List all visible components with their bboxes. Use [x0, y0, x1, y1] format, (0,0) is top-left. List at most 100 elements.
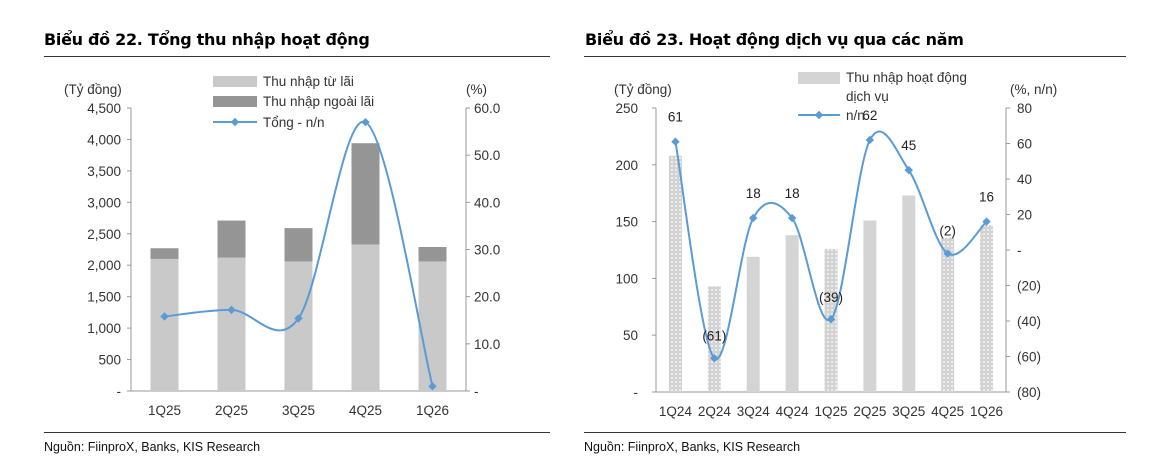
left-tick-label: 1,500: [87, 290, 121, 305]
x-tick-label: 1Q25: [814, 404, 847, 419]
left-tick-label: 4,000: [87, 132, 121, 147]
chart-title: Biểu đồ 22. Tổng thu nhập hoạt động: [44, 30, 370, 49]
line-marker: [428, 382, 437, 391]
bar-service-income: [746, 256, 760, 392]
right-axis-title: (%, n/n): [1010, 82, 1057, 97]
line-marker: [787, 213, 797, 223]
chart-panel-23: Biểu đồ 23. Hoạt động dịch vụ qua các nă…: [578, 0, 1155, 467]
chart-23-svg: 250 200 150 100 50 - 80 60 40 20 - (20) (40) (60) (80)…: [614, 70, 1057, 419]
left-tick-label: 200: [615, 158, 638, 173]
x-tick-label: 2Q25: [853, 404, 886, 419]
data-label: (2): [939, 224, 956, 239]
left-axis-title: (Tỷ đồng): [64, 82, 122, 97]
bar-noninterest: [418, 246, 447, 262]
legend-swatch-bar: [798, 72, 840, 84]
data-label: (39): [819, 290, 843, 305]
left-tick-label: 2,500: [87, 227, 121, 242]
left-tick-label: 4,500: [87, 101, 121, 116]
x-tick-label: 3Q24: [737, 404, 771, 419]
x-tick-label: 4Q24: [776, 404, 810, 419]
left-tick-label: 3,000: [87, 195, 121, 210]
x-tick-label: 3Q25: [282, 403, 315, 418]
legend-marker: [814, 110, 824, 120]
bar-interest: [351, 244, 380, 391]
right-axis-title: (%): [466, 82, 487, 97]
legend-label-line: n/n: [846, 108, 865, 123]
x-tick-label: 1Q24: [659, 404, 693, 419]
line-marker: [826, 315, 836, 324]
bar-interest: [418, 261, 447, 391]
bar-service-income: [902, 195, 916, 392]
bar-interest: [217, 257, 246, 391]
title-rule: [44, 56, 550, 57]
x-tick-label: 2Q25: [215, 403, 248, 418]
line-marker: [361, 117, 370, 127]
x-tick-label: 1Q25: [148, 403, 181, 418]
right-tick-label: 20.0: [474, 290, 500, 305]
x-tick-label: 1Q26: [970, 404, 1003, 419]
data-label: 18: [785, 186, 800, 201]
line-marker: [227, 305, 236, 315]
left-tick-label: 100: [615, 271, 638, 286]
legend-label-interest: Thu nhập từ lãi: [263, 74, 354, 89]
bar-interest: [150, 258, 179, 391]
bar-service-income: [980, 225, 994, 392]
right-tick-label: (60): [1017, 350, 1041, 365]
right-tick-label: (20): [1017, 279, 1041, 294]
data-label: 45: [901, 138, 916, 153]
source-note: Nguồn: FiinproX, Banks, KIS Research: [584, 440, 801, 454]
x-tick-label: 1Q26: [416, 403, 449, 418]
chart-title: Biểu đồ 23. Hoạt động dịch vụ qua các nă…: [585, 30, 964, 49]
line-marker: [671, 137, 680, 146]
bar-service-income: [941, 237, 955, 392]
left-tick-label: 150: [615, 215, 638, 230]
right-tick-label: 10.0: [474, 337, 500, 352]
bar-service-income: [785, 235, 799, 392]
data-label: 61: [668, 110, 683, 125]
right-tick-label: 60.0: [474, 101, 500, 116]
right-tick-label: 50.0: [474, 148, 500, 163]
chart-panel-22: Biểu đồ 22. Tổng thu nhập hoạt động 4,50…: [0, 0, 560, 467]
data-label: 16: [979, 190, 994, 205]
left-tick-label: 50: [623, 328, 638, 343]
bar-noninterest: [150, 248, 179, 259]
legend-marker: [230, 117, 240, 127]
line-marker: [160, 312, 169, 321]
left-tick-label: 1,000: [87, 321, 121, 336]
legend-swatch-noninterest: [213, 96, 257, 107]
right-tick-label: 40: [1017, 172, 1032, 187]
chart-22-svg: 4,500 4,000 3,500 3,000 2,500 2,000 1,500 1,000…: [64, 74, 500, 418]
line-marker: [865, 135, 875, 145]
bar-service-income: [863, 220, 877, 392]
left-tick-label: 2,000: [87, 258, 121, 273]
legend-label-line: Tổng - n/n: [263, 115, 325, 130]
x-tick-label: 2Q24: [698, 404, 732, 419]
right-tick-label: -: [474, 384, 479, 399]
line-marker: [749, 213, 758, 223]
bar-noninterest: [351, 143, 380, 245]
line-marker: [982, 217, 991, 226]
data-label: 18: [746, 186, 761, 201]
legend-swatch-interest: [213, 76, 257, 87]
bar-noninterest: [284, 228, 313, 262]
legend-label-bar: Thu nhập hoạt động: [846, 70, 967, 85]
bar-service-income: [668, 155, 682, 392]
right-tick-label: 60: [1017, 137, 1032, 152]
right-tick-label: (80): [1017, 385, 1041, 400]
source-note: Nguồn: FiinproX, Banks, KIS Research: [44, 440, 261, 454]
right-tick-label: -: [1017, 243, 1022, 258]
left-tick-label: 250: [615, 101, 638, 116]
right-tick-label: (40): [1017, 314, 1041, 329]
left-tick-label: 3,500: [87, 164, 121, 179]
title-rule: [584, 56, 1126, 57]
left-axis-title: (Tỷ đồng): [614, 82, 672, 97]
data-label: (61): [702, 328, 726, 343]
x-tick-label: 4Q25: [931, 404, 964, 419]
bar-noninterest: [217, 220, 246, 258]
source-rule: [44, 432, 550, 433]
x-tick-label: 4Q25: [349, 403, 382, 418]
x-tick-label: 3Q25: [892, 404, 925, 419]
data-label: 62: [862, 108, 877, 123]
line-marker: [904, 165, 913, 175]
line-marker: [294, 314, 303, 323]
